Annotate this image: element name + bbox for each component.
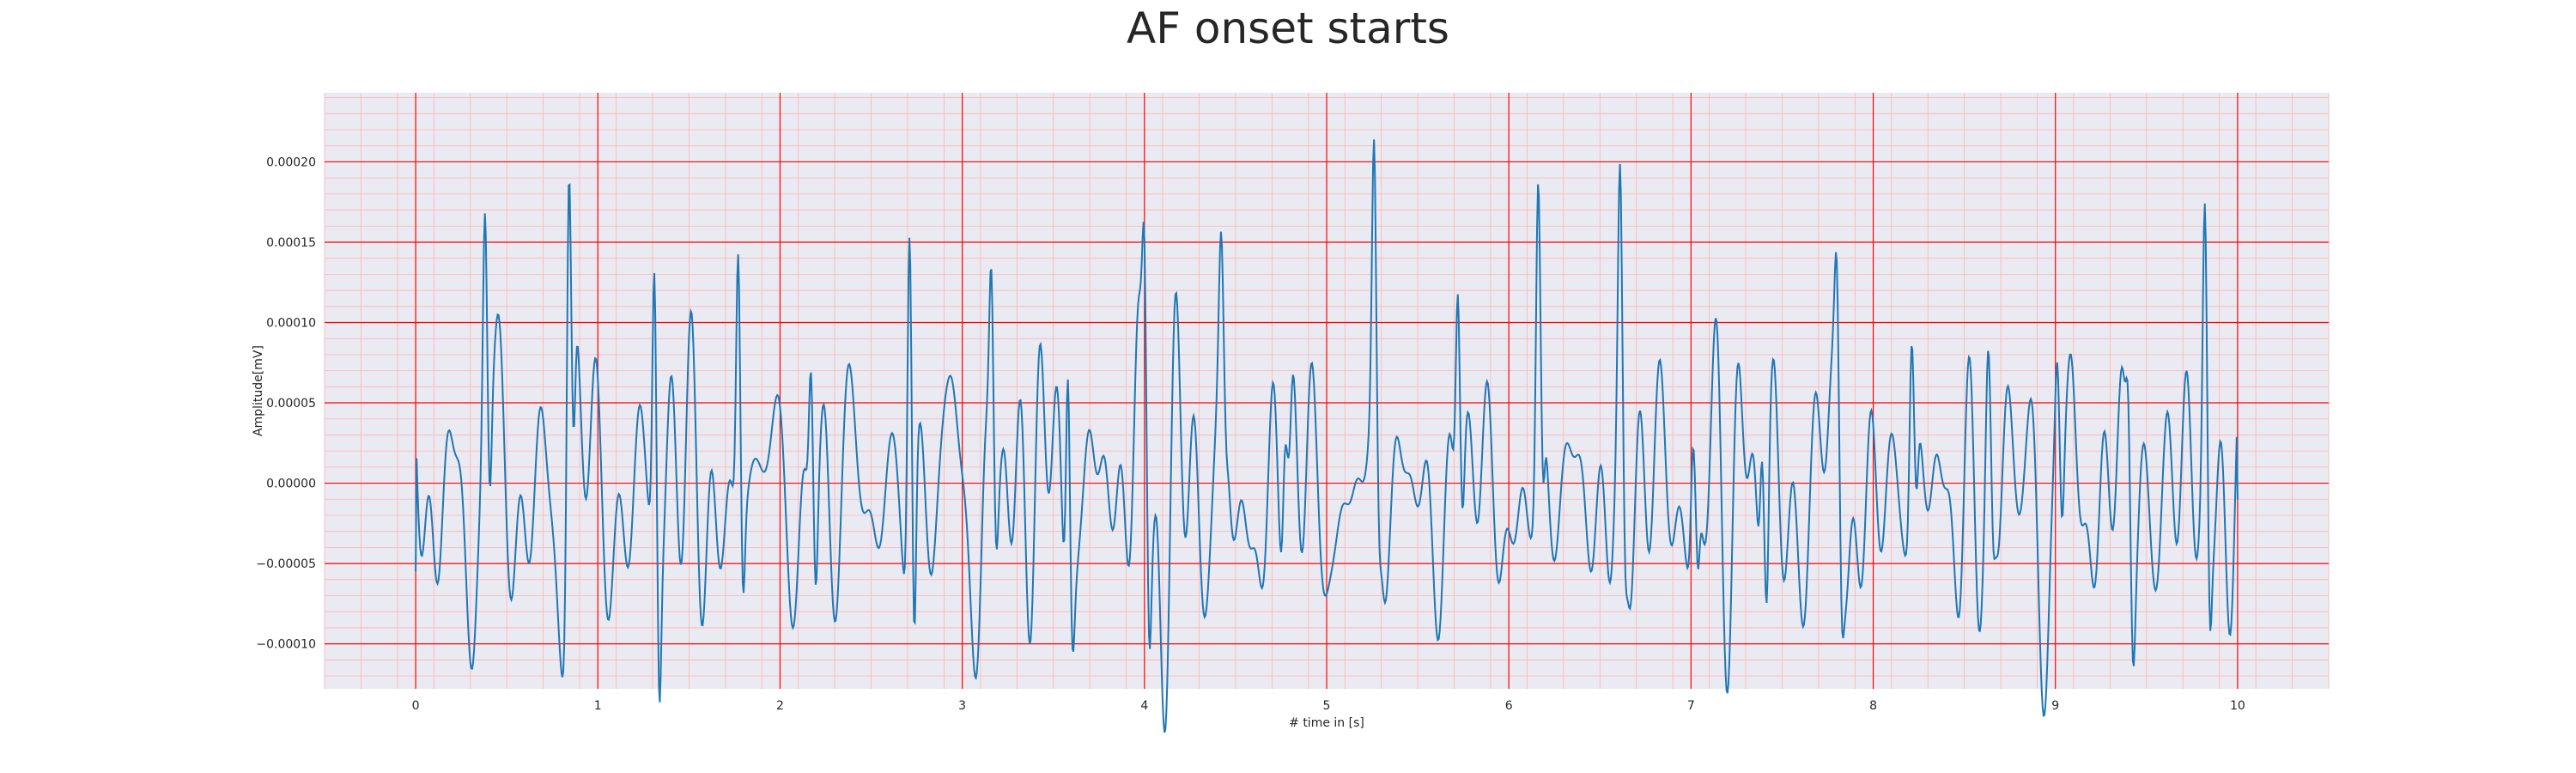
y-tick-label: 0.00020 bbox=[266, 155, 316, 169]
major-grid bbox=[325, 93, 2329, 689]
y-tick-label: 0.00000 bbox=[266, 478, 316, 491]
y-tick-label: 0.00015 bbox=[266, 236, 316, 250]
x-tick-label: 8 bbox=[1869, 699, 1877, 713]
y-tick-label: 0.00010 bbox=[266, 316, 316, 330]
x-tick-label: 5 bbox=[1323, 699, 1331, 713]
x-tick-label: 9 bbox=[2051, 699, 2059, 713]
x-axis-ticks: 0 1 2 3 4 5 6 7 8 9 10 bbox=[412, 699, 2245, 713]
x-tick-label: 3 bbox=[958, 699, 966, 713]
y-axis-label: Amplitude[mV] bbox=[252, 345, 265, 436]
x-tick-label: 2 bbox=[776, 699, 784, 713]
chart-title: AF onset starts bbox=[1127, 3, 1449, 53]
x-tick-label: 10 bbox=[2230, 699, 2245, 713]
x-tick-label: 4 bbox=[1140, 699, 1148, 713]
x-tick-label: 6 bbox=[1505, 699, 1513, 713]
x-tick-label: 1 bbox=[594, 699, 602, 713]
y-tick-label: 0.00005 bbox=[266, 397, 316, 411]
x-axis-label: # time in [s] bbox=[1289, 716, 1364, 730]
ecg-signal-line bbox=[415, 139, 2239, 733]
y-axis-ticks: −0.00010 −0.00005 0.00000 0.00005 0.00010 0.0… bbox=[256, 155, 316, 651]
y-tick-label: −0.00005 bbox=[256, 557, 316, 571]
x-tick-label: 0 bbox=[412, 699, 420, 713]
x-tick-label: 7 bbox=[1687, 699, 1695, 713]
y-tick-label: −0.00010 bbox=[256, 638, 316, 652]
